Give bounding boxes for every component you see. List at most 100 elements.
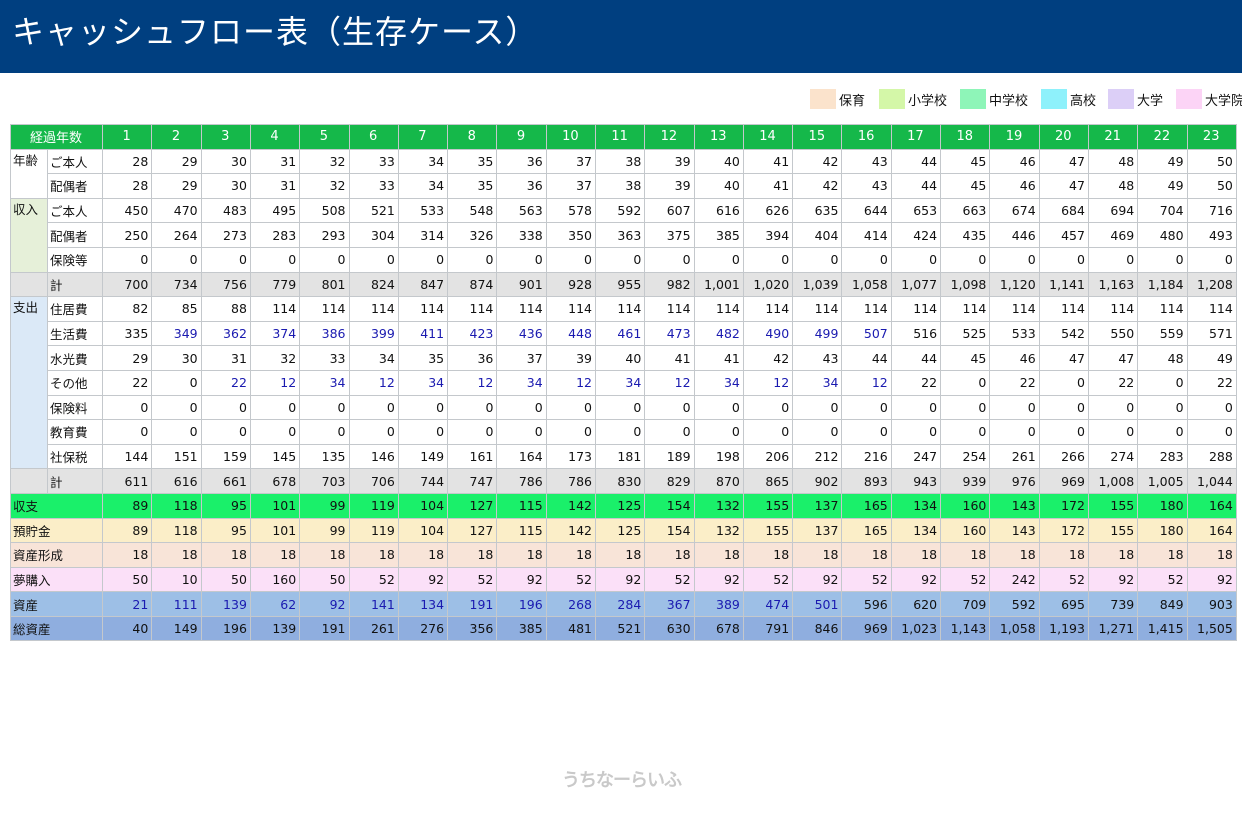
value-cell: 0 bbox=[940, 369, 991, 396]
value-cell: 374 bbox=[249, 320, 301, 347]
value-cell: 563 bbox=[496, 197, 547, 224]
value-cell: 779 bbox=[249, 271, 301, 298]
value-cell: 404 bbox=[792, 222, 843, 248]
value-cell: 127 bbox=[447, 517, 498, 544]
value-cell: 34 bbox=[299, 369, 350, 396]
total-row: 計 611 616 661 678 703 706 744 747 786 786 830 829 870… bbox=[10, 468, 1237, 494]
value-cell: 40 bbox=[102, 615, 153, 642]
value-cell: 21 bbox=[102, 591, 153, 617]
value-cell: 18 bbox=[348, 542, 399, 568]
value-cell: 142 bbox=[545, 492, 596, 519]
value-cell: 0 bbox=[1137, 246, 1188, 273]
row-label: 保険料 bbox=[46, 394, 104, 421]
value-cell: 114 bbox=[1137, 296, 1188, 322]
value-cell: 1,163 bbox=[1087, 271, 1139, 298]
value-cell: 42 bbox=[792, 148, 843, 175]
value-cell: 1,098 bbox=[940, 271, 991, 298]
value-cell: 52 bbox=[644, 566, 695, 593]
value-cell: 0 bbox=[1087, 419, 1139, 445]
value-cell: 37 bbox=[496, 345, 547, 371]
value-cell: 0 bbox=[200, 419, 251, 445]
value-cell: 49 bbox=[1137, 173, 1188, 199]
value-cell: 0 bbox=[594, 419, 646, 445]
value-cell: 293 bbox=[299, 222, 350, 248]
value-cell: 92 bbox=[1186, 566, 1237, 593]
value-cell: 0 bbox=[151, 394, 202, 421]
value-cell: 829 bbox=[644, 468, 695, 494]
value-cell: 18 bbox=[1186, 542, 1237, 568]
value-cell: 28 bbox=[102, 148, 153, 175]
value-cell: 474 bbox=[742, 591, 794, 617]
value-cell: 874 bbox=[447, 271, 498, 298]
value-cell: 480 bbox=[1137, 222, 1188, 248]
year-header: 22 bbox=[1137, 124, 1188, 150]
value-cell: 41 bbox=[742, 148, 794, 175]
value-cell: 216 bbox=[841, 443, 892, 470]
value-cell: 756 bbox=[200, 271, 251, 298]
value-cell: 0 bbox=[940, 394, 991, 421]
value-cell: 847 bbox=[397, 271, 449, 298]
value-cell: 1,077 bbox=[890, 271, 942, 298]
value-cell: 48 bbox=[1087, 148, 1139, 175]
value-cell: 92 bbox=[397, 566, 449, 593]
value-cell: 0 bbox=[989, 394, 1040, 421]
value-cell: 18 bbox=[693, 542, 744, 568]
value-cell: 0 bbox=[792, 394, 843, 421]
row-label: 配偶者 bbox=[46, 222, 104, 248]
value-cell: 30 bbox=[151, 345, 202, 371]
row-label: ご本人 bbox=[46, 197, 104, 224]
value-cell: 34 bbox=[397, 173, 449, 199]
table-row: 配偶者 28 29 30 31 32 33 34 35 36 37 38 39 40 41 42 43 44 45 4… bbox=[11, 173, 1237, 199]
value-cell: 141 bbox=[348, 591, 399, 617]
value-cell: 276 bbox=[397, 615, 449, 642]
value-cell: 155 bbox=[742, 492, 794, 519]
year-header: 20 bbox=[1038, 124, 1089, 150]
value-cell: 1,505 bbox=[1186, 615, 1237, 642]
value-cell: 616 bbox=[693, 197, 744, 224]
value-cell: 1,415 bbox=[1137, 615, 1188, 642]
value-cell: 196 bbox=[496, 591, 547, 617]
value-cell: 0 bbox=[890, 246, 942, 273]
value-cell: 1,143 bbox=[940, 615, 991, 642]
value-cell: 903 bbox=[1186, 591, 1237, 617]
value-cell: 39 bbox=[644, 173, 695, 199]
value-cell: 0 bbox=[594, 394, 646, 421]
value-cell: 118 bbox=[151, 492, 202, 519]
value-cell: 0 bbox=[1186, 419, 1237, 445]
value-cell: 0 bbox=[1186, 394, 1237, 421]
value-cell: 411 bbox=[397, 320, 449, 347]
value-cell: 36 bbox=[496, 173, 547, 199]
value-cell: 976 bbox=[989, 468, 1040, 494]
value-cell: 44 bbox=[890, 173, 942, 199]
value-cell: 149 bbox=[151, 615, 202, 642]
value-cell: 335 bbox=[102, 320, 153, 347]
value-cell: 0 bbox=[102, 394, 153, 421]
value-cell: 33 bbox=[348, 148, 399, 175]
value-cell: 607 bbox=[644, 197, 695, 224]
value-cell: 18 bbox=[447, 542, 498, 568]
value-cell: 32 bbox=[299, 148, 350, 175]
legend-label: 大学 bbox=[1137, 93, 1164, 109]
value-cell: 0 bbox=[693, 419, 744, 445]
value-cell: 0 bbox=[792, 419, 843, 445]
value-cell: 501 bbox=[792, 591, 843, 617]
legend-swatch bbox=[879, 89, 905, 109]
summary-row: 夢購入 50 10 50 160 50 52 92 52 92 52 92 52 92 52 92 52 92 52… bbox=[9, 566, 1237, 593]
summary-row: 総資産 40 149 196 139 191 261 276 356 385 481 521 630 67… bbox=[9, 615, 1237, 642]
value-cell: 34 bbox=[397, 369, 449, 396]
value-cell: 700 bbox=[102, 271, 153, 298]
value-cell: 44 bbox=[890, 345, 942, 371]
value-cell: 0 bbox=[1038, 394, 1089, 421]
value-cell: 611 bbox=[102, 468, 153, 494]
value-cell: 36 bbox=[496, 148, 547, 175]
value-cell: 0 bbox=[299, 419, 350, 445]
value-cell: 274 bbox=[1087, 443, 1139, 470]
value-cell: 62 bbox=[249, 591, 301, 617]
value-cell: 132 bbox=[693, 517, 744, 544]
value-cell: 533 bbox=[989, 320, 1040, 347]
value-cell: 1,058 bbox=[989, 615, 1040, 642]
value-cell: 155 bbox=[742, 517, 794, 544]
table-row: 社保税 144 151 159 145 135 146 149 161 164 173 181 189 1… bbox=[11, 443, 1237, 470]
row-label: 生活費 bbox=[46, 320, 104, 347]
value-cell: 35 bbox=[447, 148, 498, 175]
